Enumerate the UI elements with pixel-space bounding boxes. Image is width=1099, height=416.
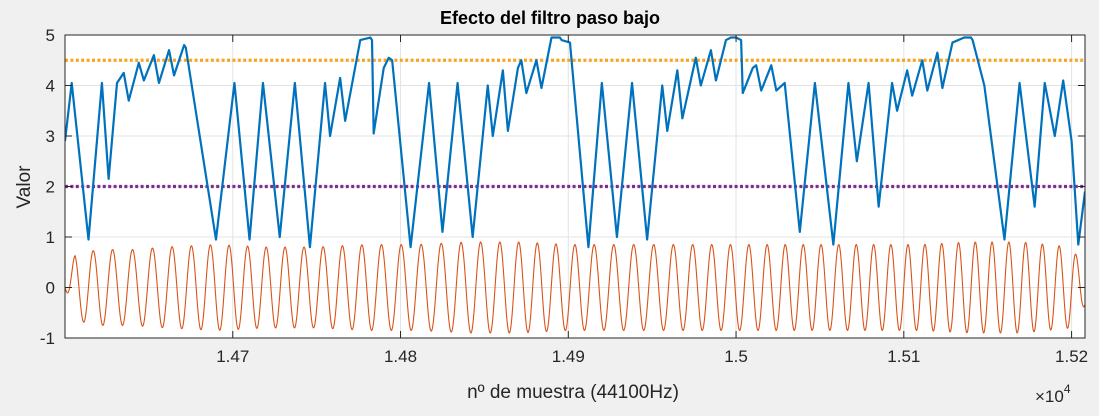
- y-axis-label: Valor: [14, 165, 35, 209]
- filtered-signal-line: [65, 241, 1085, 334]
- chart-title: Efecto del filtro paso bajo: [440, 8, 660, 28]
- y-tick-label: 2: [46, 178, 55, 197]
- x-exponent-power: 4: [1064, 382, 1071, 396]
- x-axis-label: nº de muestra (44100Hz): [467, 382, 679, 403]
- y-tick-label: 3: [46, 127, 55, 146]
- y-tick-label: 5: [46, 26, 55, 45]
- x-tick-label: 1.49: [552, 347, 585, 366]
- envelope-signal-line: [65, 36, 1085, 249]
- y-tick-label: -1: [40, 329, 55, 348]
- y-tick-label: 0: [46, 279, 55, 298]
- x-tick-label: 1.48: [384, 347, 417, 366]
- x-tick-label: 1.5: [724, 347, 748, 366]
- x-tick-label: 1.51: [887, 347, 920, 366]
- x-exponent-base: ×10: [1035, 387, 1064, 406]
- x-tick-label: 1.47: [216, 347, 249, 366]
- x-tick-label: 1.52: [1055, 347, 1088, 366]
- y-tick-label: 4: [46, 77, 55, 96]
- y-tick-label: 1: [46, 228, 55, 247]
- x-axis-exponent-label: ×104: [1035, 382, 1071, 406]
